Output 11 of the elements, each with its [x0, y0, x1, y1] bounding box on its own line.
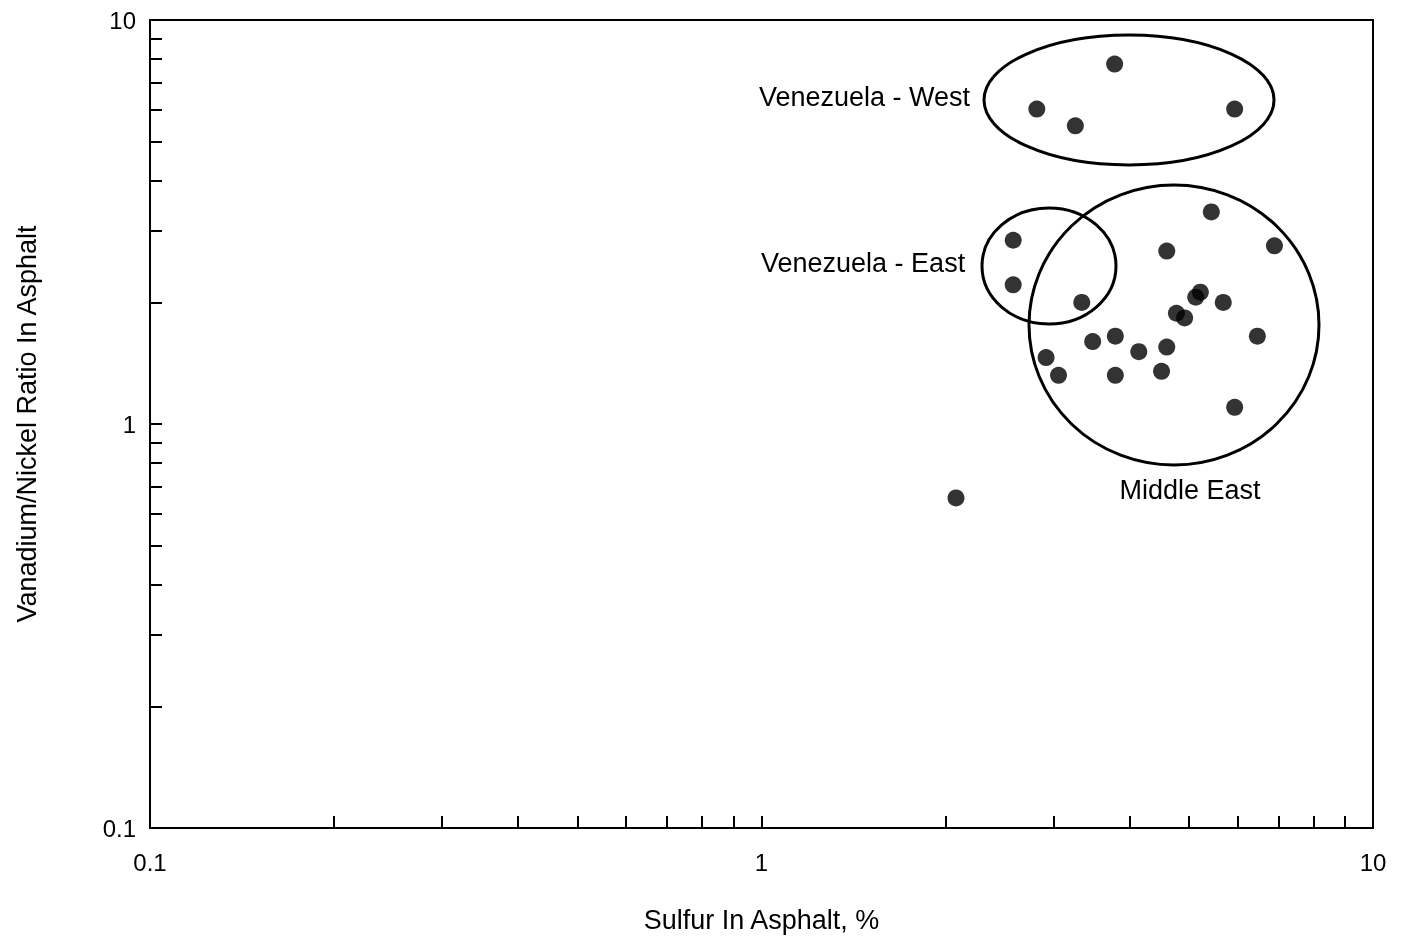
annotation: Venezuela - East	[761, 247, 966, 279]
annotation: Venezuela - West	[759, 81, 971, 113]
annotation: Middle East	[1119, 474, 1261, 506]
y-tick-label: 1	[122, 410, 136, 438]
y-tick-label: 10	[109, 6, 136, 34]
x-tick-label: 1	[754, 848, 769, 876]
x-tick-label: 0.1	[133, 848, 167, 876]
y-axis-title: Vanadium/Nickel Ratio In Asphalt	[11, 224, 42, 623]
x-axis-title: Sulfur In Asphalt, %	[643, 904, 880, 935]
x-tick-label: 10	[1359, 848, 1387, 876]
y-tick-label: 0.1	[102, 814, 136, 842]
